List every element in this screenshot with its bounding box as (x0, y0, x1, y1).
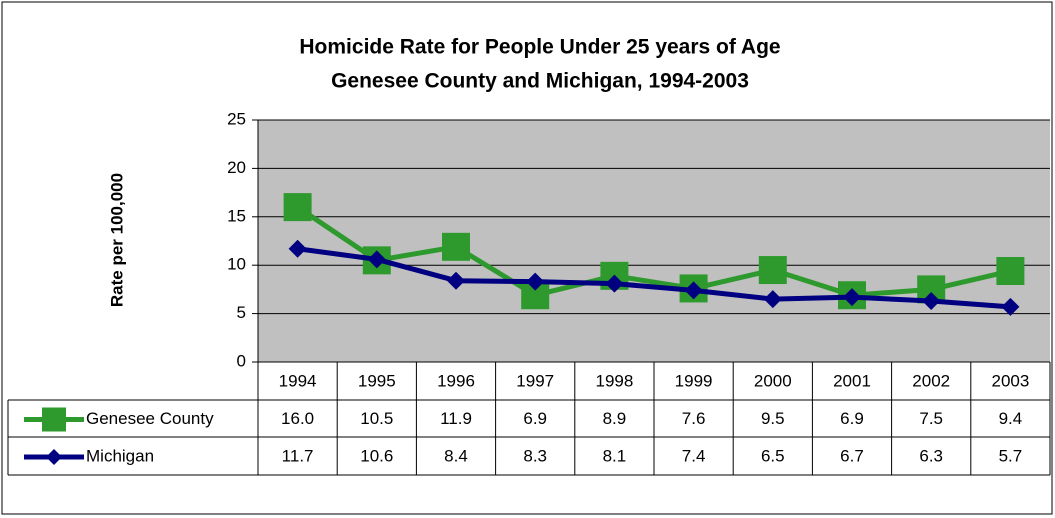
table-cell: 8.1 (603, 446, 627, 465)
x-tick-label: 1996 (437, 371, 475, 390)
marker (526, 272, 545, 291)
legend-label: Michigan (86, 446, 154, 465)
legend-label: Genesee County (86, 409, 214, 428)
x-tick-label: 2001 (833, 371, 871, 390)
y-tick-label: 5 (237, 303, 246, 322)
table-cell: 8.9 (603, 409, 627, 428)
x-tick-label: 1998 (595, 371, 633, 390)
marker (758, 256, 787, 285)
table-cell: 6.5 (761, 446, 785, 465)
x-tick-label: 1997 (516, 371, 554, 390)
table-cell: 10.6 (360, 446, 393, 465)
marker (447, 271, 465, 290)
x-tick-label: 1999 (675, 371, 713, 390)
x-tick-label: 2000 (754, 371, 792, 390)
y-tick-label: 10 (227, 255, 246, 274)
marker (442, 232, 470, 261)
series-line (297, 246, 1011, 310)
table-cell: 6.9 (523, 409, 547, 428)
table-cell: 5.7 (999, 446, 1023, 465)
x-tick-label: 1994 (279, 371, 317, 390)
y-tick-label: 20 (227, 158, 246, 177)
series-line (296, 205, 1011, 298)
table-cell: 6.9 (840, 409, 864, 428)
table-cell: 9.4 (999, 409, 1023, 428)
marker (843, 288, 861, 307)
table-cell: 6.7 (840, 446, 864, 465)
y-tick-label: 0 (237, 351, 246, 370)
table-cell: 10.5 (360, 409, 393, 428)
chart-subtitle: Genesee County and Michigan, 1994-2003 (331, 70, 749, 93)
table-cell: 6.3 (919, 446, 943, 465)
table-cell: 7.4 (682, 446, 706, 465)
marker (763, 290, 782, 309)
marker (684, 281, 703, 300)
table-cell: 11.7 (282, 446, 314, 465)
marker (605, 274, 624, 293)
legend-marker (46, 449, 62, 465)
plot-area (258, 120, 1050, 362)
marker (288, 239, 307, 258)
table-cell: 11.9 (440, 409, 472, 428)
x-tick-label: 2003 (991, 371, 1029, 390)
table-cell: 7.5 (919, 409, 943, 428)
marker (367, 250, 386, 269)
table-cell: 7.6 (682, 409, 706, 428)
y-tick-label: 15 (227, 206, 246, 225)
marker (283, 193, 312, 222)
marker (996, 257, 1025, 286)
table-cell: 9.5 (761, 409, 785, 428)
y-axis-label: Rate per 100,000 (107, 173, 126, 307)
x-tick-label: 1995 (358, 371, 396, 390)
x-tick-label: 2002 (912, 371, 950, 390)
legend-marker (42, 407, 66, 432)
table-cell: 8.4 (444, 446, 468, 465)
marker (1001, 297, 1020, 316)
table-cell: 16.0 (281, 409, 314, 428)
y-tick-label: 25 (227, 109, 246, 128)
table-cell: 8.3 (523, 446, 547, 465)
marker (922, 292, 941, 311)
chart-title: Homicide Rate for People Under 25 years … (299, 36, 780, 59)
